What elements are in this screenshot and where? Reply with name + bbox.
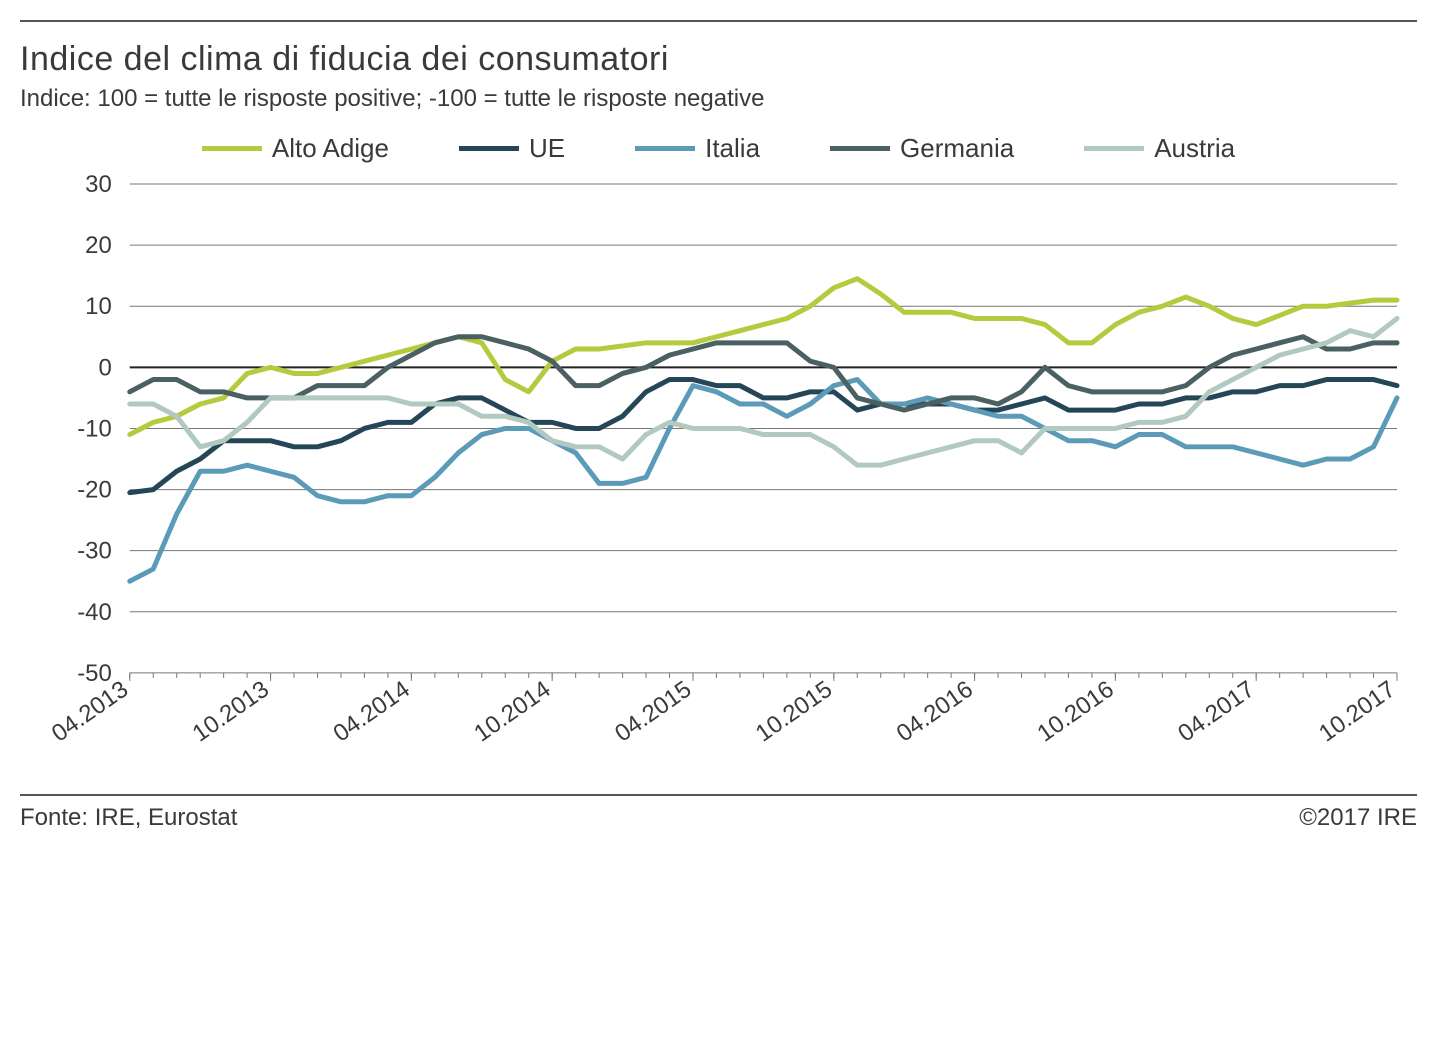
svg-text:10.2014: 10.2014 xyxy=(469,676,555,748)
svg-text:0: 0 xyxy=(98,354,111,381)
svg-text:-40: -40 xyxy=(77,599,112,626)
footer-source: Fonte: IRE, Eurostat xyxy=(20,804,237,832)
svg-text:04.2016: 04.2016 xyxy=(892,676,978,748)
svg-text:10.2017: 10.2017 xyxy=(1314,676,1400,748)
legend-label: Austria xyxy=(1154,133,1235,164)
svg-text:10.2013: 10.2013 xyxy=(188,676,274,748)
legend-swatch xyxy=(830,146,890,151)
legend-swatch xyxy=(202,146,262,151)
svg-text:04.2014: 04.2014 xyxy=(328,676,414,748)
top-rule xyxy=(20,20,1417,22)
bottom-rule xyxy=(20,794,1417,796)
legend-swatch xyxy=(1084,146,1144,151)
legend-item: Italia xyxy=(635,133,760,164)
chart-subtitle: Indice: 100 = tutte le risposte positive… xyxy=(20,85,1417,113)
legend-label: Alto Adige xyxy=(272,133,389,164)
legend-label: Italia xyxy=(705,133,760,164)
footer: Fonte: IRE, Eurostat ©2017 IRE xyxy=(20,804,1417,832)
chart-container: Indice del clima di fiducia dei consumat… xyxy=(20,20,1417,832)
legend-label: UE xyxy=(529,133,565,164)
legend-swatch xyxy=(459,146,519,151)
svg-text:10.2015: 10.2015 xyxy=(751,676,837,748)
footer-copyright: ©2017 IRE xyxy=(1299,804,1417,832)
svg-text:-20: -20 xyxy=(77,477,112,504)
chart-title: Indice del clima di fiducia dei consumat… xyxy=(20,40,1417,79)
line-chart-svg: 3020100-10-20-30-40-5004.201310.201304.2… xyxy=(20,174,1417,793)
series-alto-adige xyxy=(130,279,1397,435)
svg-text:-30: -30 xyxy=(77,538,112,565)
svg-text:04.2017: 04.2017 xyxy=(1173,676,1259,748)
svg-text:10: 10 xyxy=(85,293,112,320)
svg-text:20: 20 xyxy=(85,232,112,259)
legend-swatch xyxy=(635,146,695,151)
svg-text:04.2015: 04.2015 xyxy=(610,676,696,748)
svg-text:-10: -10 xyxy=(77,415,112,442)
legend-item: Austria xyxy=(1084,133,1235,164)
legend-item: Germania xyxy=(830,133,1014,164)
svg-text:30: 30 xyxy=(85,174,112,198)
legend: Alto Adige UE Italia Germania Austria xyxy=(20,133,1417,164)
legend-item: UE xyxy=(459,133,565,164)
svg-text:10.2016: 10.2016 xyxy=(1032,676,1118,748)
legend-label: Germania xyxy=(900,133,1014,164)
legend-item: Alto Adige xyxy=(202,133,389,164)
plot-area: 3020100-10-20-30-40-5004.201310.201304.2… xyxy=(20,174,1417,794)
